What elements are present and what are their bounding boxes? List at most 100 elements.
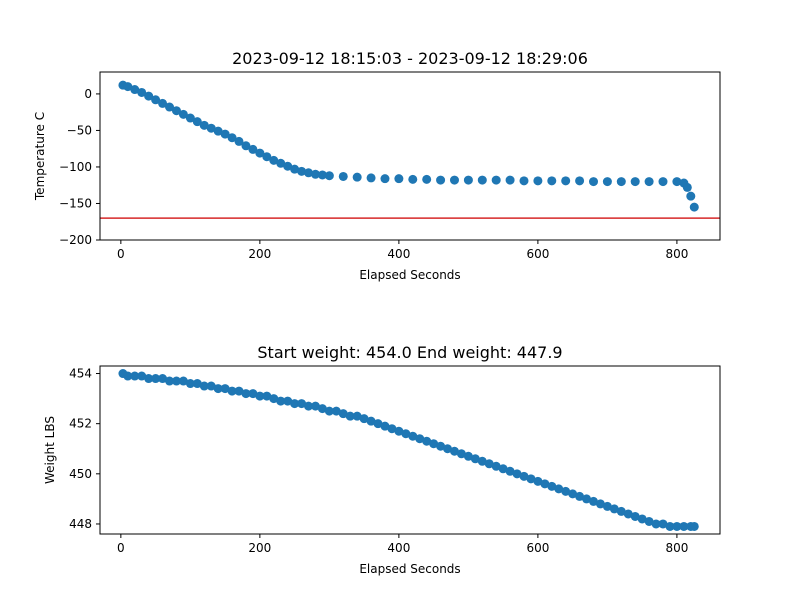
weight-point bbox=[352, 411, 362, 421]
temperature-point bbox=[602, 177, 612, 187]
weight-y-tick-label: 452 bbox=[69, 417, 92, 431]
weight-point bbox=[540, 479, 550, 489]
weight-point bbox=[526, 474, 536, 484]
weight-point bbox=[248, 389, 258, 399]
weight-plot-frame bbox=[99, 365, 721, 535]
temperature-y-tick-label: −200 bbox=[59, 233, 92, 247]
weight-point bbox=[387, 424, 397, 434]
temperature-point bbox=[310, 169, 320, 179]
weight-y-tick-label: 454 bbox=[69, 367, 92, 381]
weight-point bbox=[178, 376, 188, 386]
weight-point bbox=[616, 506, 626, 516]
weight-point bbox=[373, 419, 383, 429]
weight-point bbox=[484, 459, 494, 469]
temperature-point bbox=[616, 177, 626, 187]
weight-point bbox=[401, 429, 411, 439]
weight-point bbox=[241, 389, 251, 399]
temperature-x-ticks: 0 200 400 600 800 bbox=[117, 240, 688, 261]
weight-point bbox=[304, 401, 314, 411]
weight-point bbox=[689, 521, 699, 531]
temperature-point bbox=[317, 170, 327, 180]
weight-title: Start weight: 454.0 End weight: 447.9 bbox=[257, 343, 562, 362]
temperature-x-tick-label: 200 bbox=[248, 247, 271, 261]
weight-point bbox=[171, 376, 181, 386]
temperature-point bbox=[130, 85, 140, 95]
temperature-point bbox=[672, 177, 682, 187]
temperature-ylabel: Temperature C bbox=[33, 112, 47, 201]
temperature-point bbox=[463, 175, 473, 185]
temperature-point bbox=[505, 175, 515, 185]
temperature-point bbox=[227, 133, 237, 143]
temperature-point bbox=[408, 174, 418, 184]
temperature-point bbox=[304, 168, 314, 178]
temperature-point bbox=[255, 148, 265, 158]
weight-point bbox=[283, 396, 293, 406]
weight-point bbox=[630, 511, 640, 521]
weight-point bbox=[130, 371, 140, 381]
temperature-point bbox=[213, 126, 223, 136]
weight-point bbox=[380, 421, 390, 431]
weight-point bbox=[651, 519, 661, 529]
temperature-x-tick-label: 800 bbox=[665, 247, 688, 261]
temperature-point bbox=[422, 174, 432, 184]
weight-point bbox=[338, 409, 348, 419]
weight-point bbox=[366, 416, 376, 426]
weight-point bbox=[582, 494, 592, 504]
temperature-x-tick-label: 600 bbox=[526, 247, 549, 261]
weight-point bbox=[547, 481, 557, 491]
temperature-subplot: 2023-09-12 18:15:03 - 2023-09-12 18:29:0… bbox=[33, 49, 721, 282]
weight-y-ticks: 448 450 452 454 bbox=[69, 367, 100, 531]
weight-point bbox=[658, 519, 668, 529]
temperature-point bbox=[199, 120, 209, 130]
weight-point bbox=[443, 444, 453, 454]
temperature-point bbox=[644, 177, 654, 187]
temperature-point bbox=[324, 171, 334, 181]
weight-point bbox=[595, 499, 605, 509]
weight-point bbox=[505, 466, 515, 476]
temperature-y-tick-label: −150 bbox=[59, 196, 92, 210]
weight-point bbox=[470, 454, 480, 464]
temperature-point bbox=[185, 113, 195, 123]
temperature-point bbox=[178, 109, 188, 119]
temperature-point bbox=[682, 182, 692, 192]
temperature-point bbox=[547, 176, 557, 186]
weight-point bbox=[394, 426, 404, 436]
weight-point bbox=[137, 371, 147, 381]
temperature-point bbox=[658, 177, 668, 187]
weight-point bbox=[602, 501, 612, 511]
temperature-point bbox=[533, 176, 543, 186]
temperature-point bbox=[248, 144, 258, 154]
weight-point bbox=[199, 381, 209, 391]
temperature-point bbox=[171, 106, 181, 116]
weight-point bbox=[158, 374, 168, 384]
weight-point bbox=[463, 451, 473, 461]
temperature-point bbox=[689, 202, 699, 212]
weight-point bbox=[310, 401, 320, 411]
temperature-point bbox=[206, 123, 216, 133]
temperature-point bbox=[290, 164, 300, 174]
temperature-point bbox=[686, 191, 696, 201]
temperature-point bbox=[630, 177, 640, 187]
temperature-point bbox=[276, 158, 286, 168]
weight-x-ticks: 0 200 400 600 800 bbox=[117, 534, 688, 555]
temperature-point bbox=[192, 117, 202, 127]
weight-point bbox=[429, 439, 439, 449]
weight-point bbox=[609, 504, 619, 514]
weight-point bbox=[213, 384, 223, 394]
weight-point bbox=[165, 376, 175, 386]
weight-point bbox=[324, 406, 334, 416]
temperature-point bbox=[352, 172, 362, 182]
weight-point bbox=[512, 469, 522, 479]
temperature-point bbox=[380, 174, 390, 184]
weight-point bbox=[185, 379, 195, 389]
weight-point bbox=[422, 436, 432, 446]
temperature-point bbox=[449, 175, 459, 185]
weight-point bbox=[637, 514, 647, 524]
weight-point bbox=[255, 391, 265, 401]
weight-point bbox=[297, 399, 307, 409]
weight-x-tick-label: 200 bbox=[248, 541, 271, 555]
weight-point bbox=[220, 384, 230, 394]
weight-y-tick-label: 450 bbox=[69, 467, 92, 481]
weight-point bbox=[317, 404, 327, 414]
